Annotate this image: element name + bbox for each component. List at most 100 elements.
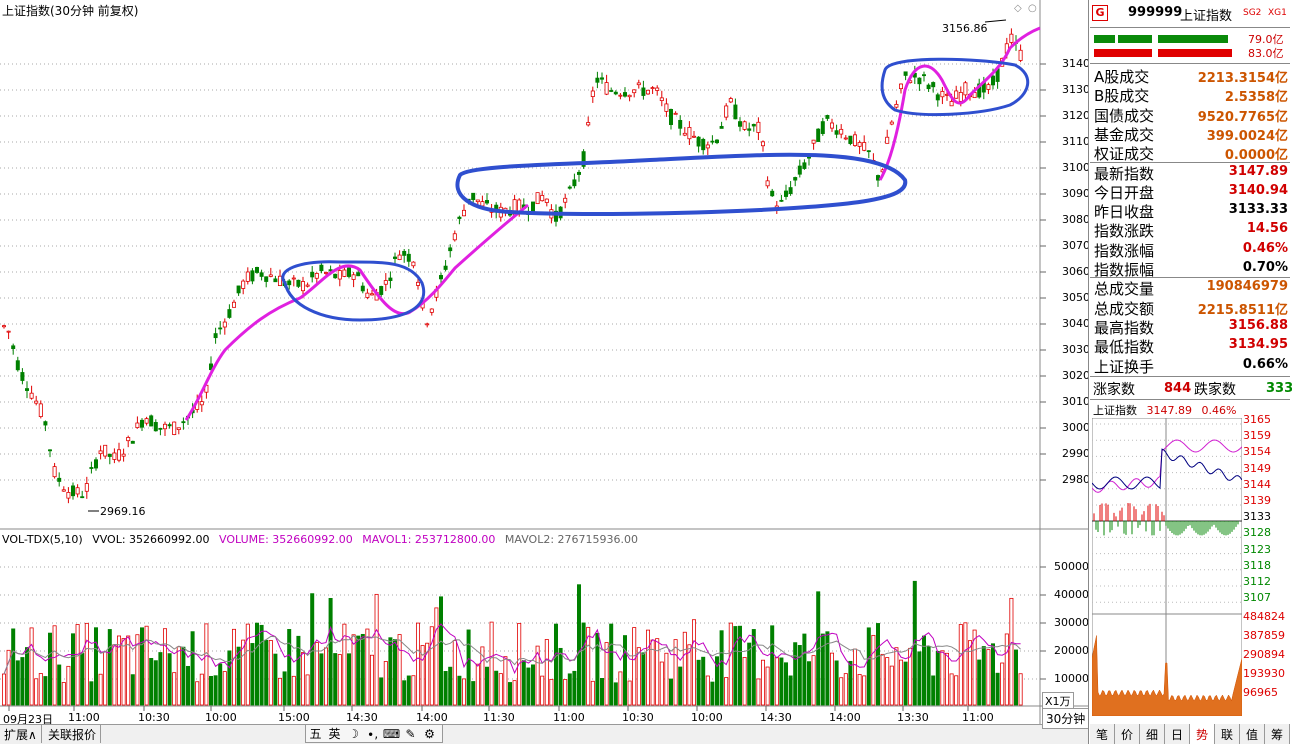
ime-moon-icon[interactable]: ☽ — [348, 726, 359, 741]
g-icon[interactable]: G — [1092, 5, 1108, 21]
candle-body — [264, 276, 269, 282]
candle-body — [429, 308, 434, 313]
candle-body — [452, 233, 457, 241]
mini-price: 3147.89 — [1146, 404, 1193, 417]
candle-body — [236, 285, 241, 294]
volume-bar — [572, 670, 577, 706]
candle-body — [627, 94, 632, 98]
volume-bar — [673, 639, 678, 706]
ime-keyboard-icon[interactable]: ⌨ — [382, 726, 401, 741]
volume-bar — [507, 682, 512, 706]
period-selector[interactable]: 30分钟 — [1042, 708, 1090, 729]
volume-bar — [126, 635, 131, 706]
mini-chart-title[interactable]: 上证指数 3147.89 0.46% — [1093, 402, 1236, 418]
candle-body — [986, 84, 991, 90]
ime-toolbar[interactable]: 五 英 ☽ ∙, ⌨ ✎ ⚙ — [305, 724, 443, 743]
tab-chips[interactable]: 筹 — [1265, 724, 1290, 744]
volume-bar — [250, 643, 255, 706]
volume-bar — [498, 673, 503, 706]
divider — [1090, 63, 1290, 64]
candle-body — [765, 180, 770, 187]
candle-body — [388, 277, 393, 281]
volume-bar — [287, 629, 292, 706]
tab-related[interactable]: 联 — [1215, 724, 1240, 744]
volume-bar — [222, 671, 227, 706]
tab-detail[interactable]: 细 — [1140, 724, 1165, 744]
volume-bar — [926, 646, 931, 706]
tab-trend[interactable]: 势 — [1190, 724, 1215, 744]
candle-body — [75, 487, 80, 495]
volume-bar — [411, 675, 416, 706]
ime-settings-icon[interactable]: ⚙ — [424, 726, 435, 741]
sg2-badge[interactable]: SG2 — [1243, 8, 1262, 18]
candle-body — [609, 90, 614, 92]
index-name: 上证指数 — [1180, 9, 1233, 24]
volume-bar — [236, 646, 241, 706]
tab-value[interactable]: 值 — [1240, 724, 1265, 744]
mini-volume-tick: 290894 — [1243, 648, 1285, 661]
candle-body — [931, 82, 936, 88]
volume-bar — [1000, 662, 1005, 706]
xg1-badge[interactable]: XG1 — [1268, 8, 1287, 18]
consolidation-circle-2 — [455, 152, 908, 217]
stat-row: 基金成交 399.0024亿 — [1094, 124, 1288, 144]
candle-body — [24, 388, 29, 391]
volume-indicator-title[interactable]: VOL-TDX(5,10) VVOL: 352660992.00 VOLUME:… — [2, 533, 644, 546]
volume-bar — [429, 626, 434, 706]
volume-bar — [153, 660, 158, 706]
kline-chart-canvas[interactable]: ◇ ○ 3156.86 2969.16 — [0, 0, 1088, 724]
volume-bar — [623, 635, 628, 706]
ime-wubi-icon[interactable]: 五 — [309, 727, 322, 741]
volume-bar — [544, 639, 549, 706]
candle-body — [554, 210, 559, 222]
candle-body — [365, 292, 370, 298]
candle-body — [958, 92, 963, 102]
related-quotes-tab[interactable]: 关联报价 — [44, 725, 102, 743]
candle-body — [733, 104, 738, 120]
volume-tick-label: 30000 — [1054, 616, 1089, 629]
volume-bar — [876, 623, 881, 706]
candle-body — [245, 271, 250, 282]
stat-value: 9520.7765亿 — [1197, 109, 1288, 125]
volume-bar — [379, 677, 384, 706]
mini-price-tick: 3128 — [1243, 526, 1271, 540]
candle-body — [1009, 33, 1014, 43]
volume-bar — [963, 622, 968, 706]
ime-english-icon[interactable]: 英 — [328, 727, 341, 741]
stat-label: 总成交量 — [1094, 280, 1155, 299]
tab-price[interactable]: 价 — [1115, 724, 1140, 744]
candle-body — [268, 274, 273, 277]
candle-body — [484, 200, 489, 204]
tab-daily[interactable]: 日 — [1165, 724, 1190, 744]
volume-bar — [213, 675, 218, 706]
volume-bar — [365, 628, 370, 706]
volume-bar — [669, 678, 674, 706]
volume-bar — [11, 628, 16, 706]
up-count-value: 844 — [1164, 381, 1192, 396]
intraday-mini-chart[interactable] — [1092, 418, 1242, 716]
consolidation-circle-3 — [880, 57, 1030, 117]
candle-body — [296, 279, 301, 287]
ime-punct-icon[interactable]: ∙, — [366, 726, 379, 741]
expand-tab[interactable]: 扩展∧ — [0, 725, 42, 743]
candle-body — [779, 199, 784, 202]
ime-pen-icon[interactable]: ✎ — [405, 726, 416, 741]
candle-body — [287, 280, 292, 286]
volume-bar — [613, 682, 618, 706]
volume-bar — [24, 647, 29, 706]
candle-body — [379, 286, 384, 295]
candle-body — [172, 421, 177, 435]
time-tick-label: 15:00 — [278, 711, 310, 724]
volume-bar — [885, 657, 890, 706]
stat-row: 最高指数 3156.88 — [1094, 317, 1288, 337]
volume-bar — [2, 673, 7, 706]
vvol-value: VVOL: 352660992.00 — [92, 533, 210, 546]
divider — [1090, 27, 1290, 28]
tab-trades[interactable]: 笔 — [1090, 724, 1115, 744]
candle-body — [94, 459, 99, 469]
stat-label: 权证成交 — [1094, 145, 1155, 164]
bar1-value: 79.0亿 — [1248, 33, 1284, 46]
stat-value: 3147.89 — [1228, 163, 1288, 179]
volume-bar — [360, 633, 365, 706]
candle-body — [843, 137, 848, 140]
